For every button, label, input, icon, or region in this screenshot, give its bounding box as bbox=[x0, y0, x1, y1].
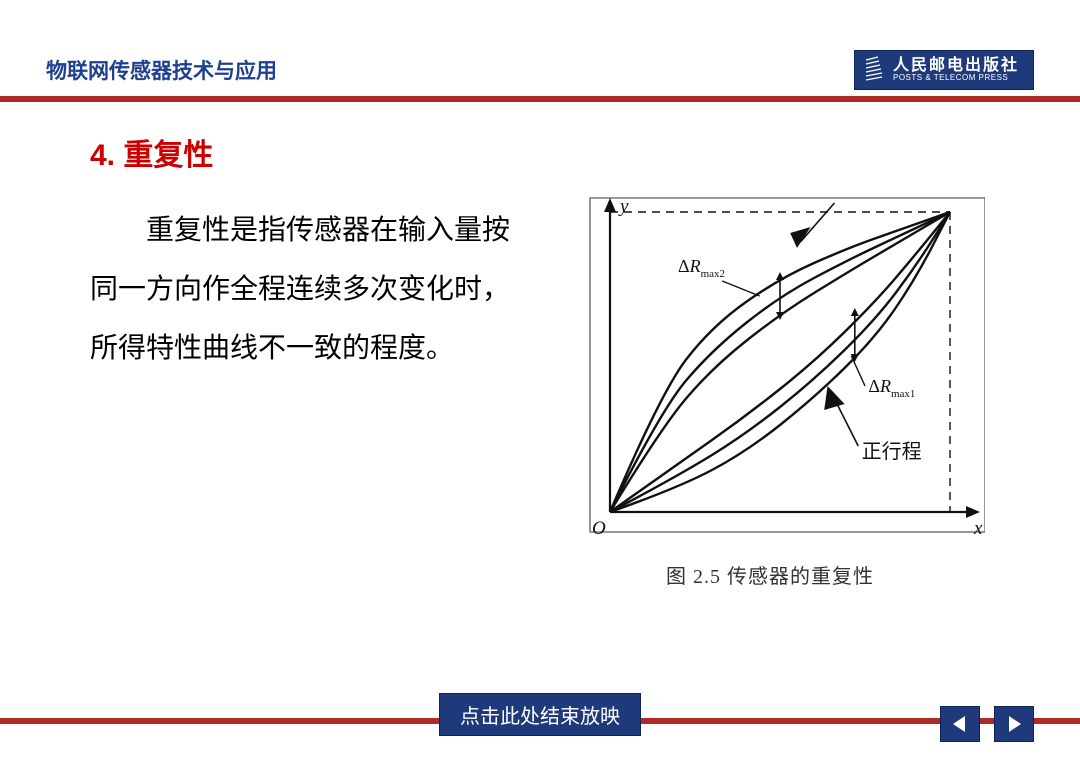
svg-text:反行程: 反行程 bbox=[841, 192, 901, 193]
triangle-right-icon bbox=[1004, 714, 1024, 734]
svg-text:y: y bbox=[618, 196, 629, 217]
figure-caption: 图 2.5 传感器的重复性 bbox=[666, 560, 874, 589]
svg-text:O: O bbox=[592, 518, 606, 539]
svg-text:ΔRmax2: ΔRmax2 bbox=[678, 256, 725, 280]
publisher-name-cn: 人民邮电出版社 bbox=[893, 57, 1019, 75]
svg-text:ΔRmax1: ΔRmax1 bbox=[868, 376, 915, 400]
publisher-badge: 人民邮电出版社 POSTS & TELECOM PRESS bbox=[854, 50, 1034, 90]
slide-content: 4. 重复性 重复性是指传感器在输入量按同一方向作全程连续多次变化时，所得特性曲… bbox=[90, 130, 1020, 674]
end-slideshow-button[interactable]: 点击此处结束放映 bbox=[439, 693, 641, 736]
repeatability-chart: y x O 反行程正行程 ΔRmax2 ΔRmax1 bbox=[555, 192, 985, 552]
divider-top bbox=[0, 96, 1080, 102]
nav-buttons bbox=[940, 706, 1034, 742]
prev-slide-button[interactable] bbox=[940, 706, 980, 742]
section-number: 4. bbox=[90, 139, 115, 172]
publisher-name-en: POSTS & TELECOM PRESS bbox=[893, 74, 1019, 83]
triangle-left-icon bbox=[950, 714, 970, 734]
next-slide-button[interactable] bbox=[994, 706, 1034, 742]
slide-root: 物联网传感器技术与应用 人民邮电出版社 POSTS & T bbox=[0, 0, 1080, 764]
slide-header: 物联网传感器技术与应用 人民邮电出版社 POSTS & T bbox=[46, 46, 1034, 94]
section-body: 重复性是指传感器在输入量按同一方向作全程连续多次变化时，所得特性曲线不一致的程度… bbox=[90, 202, 510, 378]
course-title: 物联网传感器技术与应用 bbox=[46, 55, 277, 85]
figure-container: y x O 反行程正行程 ΔRmax2 ΔRmax1 图 2.5 传感器的重复性 bbox=[520, 192, 1020, 589]
svg-text:正行程: 正行程 bbox=[862, 440, 922, 463]
svg-text:x: x bbox=[973, 518, 983, 539]
section-heading: 4. 重复性 bbox=[90, 130, 1020, 174]
section-title: 重复性 bbox=[123, 139, 213, 172]
publisher-logo-icon bbox=[863, 56, 885, 84]
